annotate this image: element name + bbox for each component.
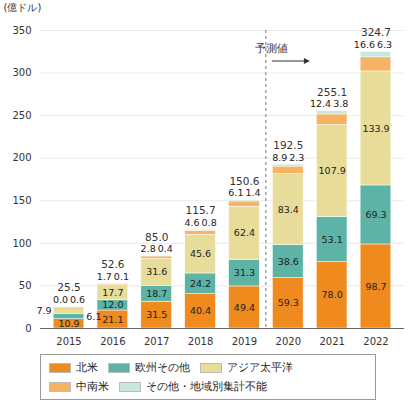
svg-text:3.8: 3.8 bbox=[333, 98, 348, 109]
svg-text:2016: 2016 bbox=[100, 336, 125, 347]
svg-text:予測値: 予測値 bbox=[255, 42, 288, 55]
svg-text:0.0: 0.0 bbox=[53, 294, 68, 305]
svg-text:53.1: 53.1 bbox=[322, 234, 343, 245]
svg-text:255.1: 255.1 bbox=[317, 86, 347, 98]
svg-text:0.6: 0.6 bbox=[70, 294, 85, 305]
svg-text:12.0: 12.0 bbox=[102, 299, 123, 310]
svg-text:2015: 2015 bbox=[56, 336, 81, 347]
svg-text:1.4: 1.4 bbox=[245, 187, 260, 198]
svg-text:0.4: 0.4 bbox=[158, 243, 173, 254]
svg-text:2019: 2019 bbox=[232, 336, 257, 347]
svg-text:192.5: 192.5 bbox=[273, 139, 303, 151]
svg-text:98.7: 98.7 bbox=[365, 281, 386, 292]
svg-text:59.3: 59.3 bbox=[278, 297, 299, 308]
svg-text:2.8: 2.8 bbox=[141, 243, 156, 254]
svg-text:31.3: 31.3 bbox=[234, 267, 255, 278]
svg-text:150: 150 bbox=[12, 195, 31, 206]
svg-text:4.6: 4.6 bbox=[184, 217, 199, 228]
svg-text:49.4: 49.4 bbox=[234, 302, 255, 313]
svg-text:7.9: 7.9 bbox=[37, 305, 52, 316]
svg-text:0.1: 0.1 bbox=[114, 271, 129, 282]
svg-text:31.5: 31.5 bbox=[146, 309, 167, 320]
svg-text:0: 0 bbox=[25, 323, 31, 334]
svg-text:2020: 2020 bbox=[276, 336, 301, 347]
svg-text:6.1: 6.1 bbox=[86, 311, 101, 322]
svg-text:31.6: 31.6 bbox=[146, 266, 167, 277]
svg-text:2022: 2022 bbox=[363, 336, 388, 347]
svg-text:2.3: 2.3 bbox=[289, 152, 304, 163]
svg-text:100: 100 bbox=[12, 238, 31, 249]
svg-text:133.9: 133.9 bbox=[362, 122, 389, 133]
svg-text:50: 50 bbox=[19, 280, 32, 291]
html-text:その他・地域別集計不能: その他・地域別集計不能 bbox=[146, 380, 267, 393]
svg-text:2021: 2021 bbox=[319, 336, 344, 347]
svg-text:52.6: 52.6 bbox=[101, 258, 125, 270]
svg-text:(億ドル): (億ドル) bbox=[4, 2, 42, 13]
svg-text:83.4: 83.4 bbox=[278, 204, 299, 215]
svg-text:18.7: 18.7 bbox=[146, 288, 167, 299]
svg-text:6.3: 6.3 bbox=[377, 39, 392, 50]
svg-text:200: 200 bbox=[12, 152, 31, 163]
svg-text:17.7: 17.7 bbox=[102, 287, 123, 298]
svg-text:12.4: 12.4 bbox=[310, 98, 331, 109]
svg-text:6.1: 6.1 bbox=[228, 187, 243, 198]
svg-text:69.3: 69.3 bbox=[365, 209, 386, 220]
svg-text:150.6: 150.6 bbox=[229, 175, 259, 187]
svg-text:8.9: 8.9 bbox=[272, 152, 287, 163]
svg-text:45.6: 45.6 bbox=[190, 248, 211, 259]
svg-text:25.5: 25.5 bbox=[57, 281, 80, 293]
svg-text:10.9: 10.9 bbox=[58, 318, 79, 329]
svg-text:107.9: 107.9 bbox=[319, 165, 346, 176]
svg-text:62.4: 62.4 bbox=[234, 227, 255, 238]
html-text:北米: 北米 bbox=[76, 361, 98, 374]
svg-text:250: 250 bbox=[12, 110, 31, 121]
svg-text:2017: 2017 bbox=[144, 336, 169, 347]
svg-text:85.0: 85.0 bbox=[145, 230, 168, 242]
svg-text:0.8: 0.8 bbox=[202, 217, 217, 228]
html-text:欧州その他: 欧州その他 bbox=[135, 361, 190, 374]
svg-text:324.7: 324.7 bbox=[361, 26, 391, 38]
svg-text:40.4: 40.4 bbox=[190, 305, 211, 316]
svg-text:300: 300 bbox=[12, 67, 31, 78]
svg-text:21.1: 21.1 bbox=[102, 314, 123, 325]
svg-text:38.6: 38.6 bbox=[278, 256, 299, 267]
svg-text:78.0: 78.0 bbox=[322, 289, 343, 300]
svg-text:2018: 2018 bbox=[188, 336, 213, 347]
html-text:中南米: 中南米 bbox=[76, 380, 109, 393]
svg-text:16.6: 16.6 bbox=[354, 39, 375, 50]
svg-text:1.7: 1.7 bbox=[97, 271, 112, 282]
svg-text:350: 350 bbox=[12, 25, 31, 36]
svg-text:115.7: 115.7 bbox=[186, 204, 216, 216]
svg-text:24.2: 24.2 bbox=[190, 278, 211, 289]
html-text:アジア太平洋: アジア太平洋 bbox=[227, 361, 293, 374]
